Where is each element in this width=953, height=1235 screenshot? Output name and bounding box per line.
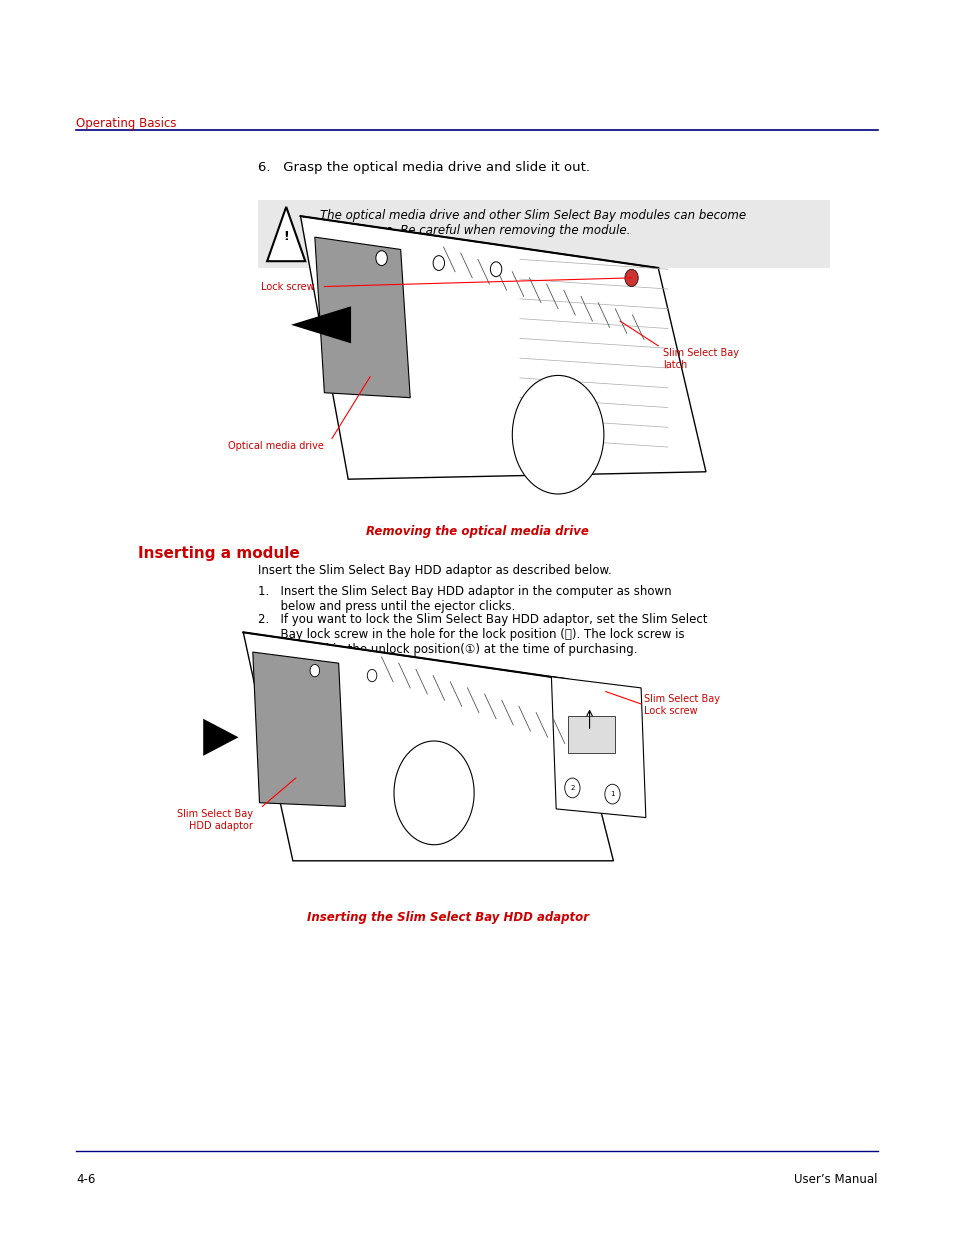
Text: Inserting the Slim Select Bay HDD adaptor: Inserting the Slim Select Bay HDD adapto…	[307, 911, 589, 925]
Polygon shape	[300, 216, 705, 479]
Circle shape	[394, 741, 474, 845]
Bar	[567, 716, 615, 753]
Text: !: !	[283, 230, 289, 243]
Text: Slim Select Bay
HDD adaptor: Slim Select Bay HDD adaptor	[176, 809, 253, 830]
Circle shape	[433, 256, 444, 270]
Text: 2.   If you want to lock the Slim Select Bay HDD adaptor, set the Slim Select
  : 2. If you want to lock the Slim Select B…	[257, 613, 706, 656]
Text: 4-6: 4-6	[76, 1172, 95, 1186]
Text: User’s Manual: User’s Manual	[793, 1172, 877, 1186]
Text: 6.   Grasp the optical media drive and slide it out.: 6. Grasp the optical media drive and sli…	[257, 161, 589, 174]
Circle shape	[624, 269, 638, 287]
Text: Inserting a module: Inserting a module	[138, 546, 300, 561]
Circle shape	[490, 262, 501, 277]
Circle shape	[310, 664, 319, 677]
Text: Optical media drive: Optical media drive	[229, 441, 324, 451]
Polygon shape	[267, 206, 305, 262]
Circle shape	[604, 784, 619, 804]
Text: 1.   Insert the Slim Select Bay HDD adaptor in the computer as shown
      below: 1. Insert the Slim Select Bay HDD adapto…	[257, 585, 671, 614]
Text: Insert the Slim Select Bay HDD adaptor as described below.: Insert the Slim Select Bay HDD adaptor a…	[257, 564, 611, 578]
Polygon shape	[243, 632, 613, 861]
Bar	[257, 200, 829, 268]
Text: Lock screw: Lock screw	[261, 282, 314, 291]
Text: Removing the optical media drive: Removing the optical media drive	[365, 525, 588, 538]
Polygon shape	[314, 237, 410, 398]
Circle shape	[375, 251, 387, 266]
Polygon shape	[253, 652, 345, 806]
Circle shape	[367, 669, 376, 682]
Text: Slim Select Bay
latch: Slim Select Bay latch	[662, 348, 739, 369]
Circle shape	[512, 375, 603, 494]
Text: 2: 2	[570, 785, 574, 790]
Polygon shape	[551, 677, 645, 818]
Polygon shape	[203, 719, 238, 756]
Text: The optical media drive and other Slim Select Bay modules can become
hot with us: The optical media drive and other Slim S…	[319, 209, 745, 237]
Polygon shape	[291, 306, 351, 343]
Text: Slim Select Bay
Lock screw: Slim Select Bay Lock screw	[643, 694, 720, 715]
Circle shape	[564, 778, 579, 798]
Text: Operating Basics: Operating Basics	[76, 116, 176, 130]
Text: 1: 1	[610, 792, 614, 797]
